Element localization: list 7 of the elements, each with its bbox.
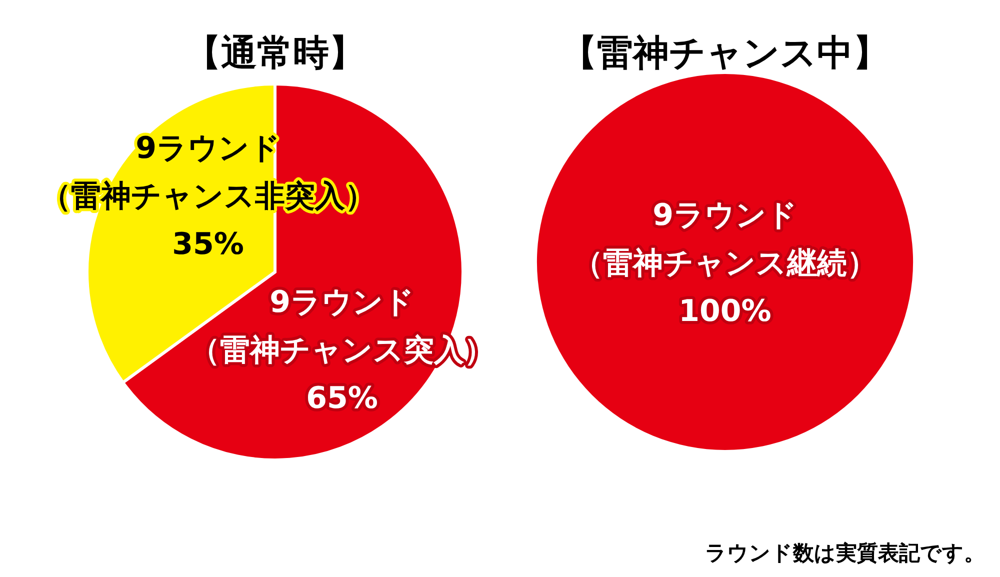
data-label: 65%	[306, 380, 378, 416]
data-label: 35%	[172, 227, 244, 262]
text: ラウンド数は実質表記です。	[705, 541, 985, 565]
slice-label: 9ラウンド（雷神チャンス継続）	[573, 198, 877, 281]
data-label: 100%	[678, 294, 772, 329]
chart-title: 【通常時】	[185, 33, 365, 74]
chart-title: 【雷神チャンス中】	[561, 33, 889, 74]
